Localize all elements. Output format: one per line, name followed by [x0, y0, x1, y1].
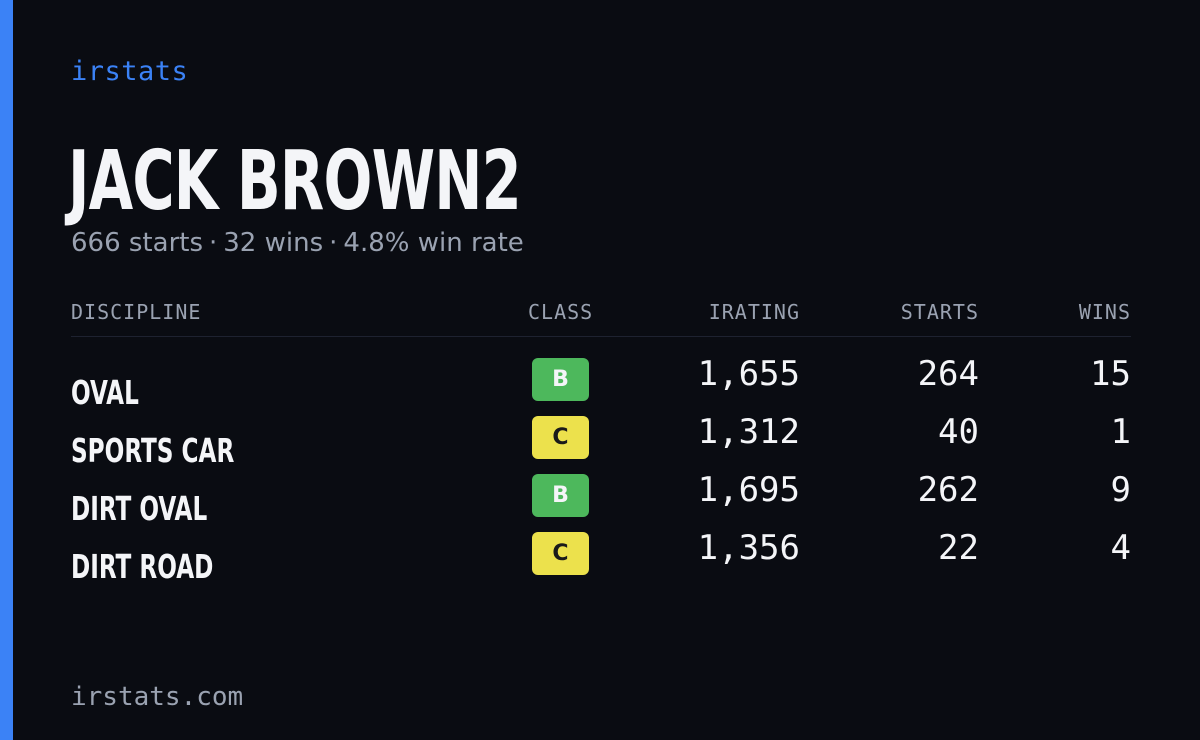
class-cell: C	[532, 411, 589, 469]
header-starts: STARTS	[900, 300, 979, 324]
class-badge: B	[532, 357, 589, 401]
table-row: DIRT ROAD C 1,356 22 4	[71, 527, 1131, 586]
discipline-name: OVAL	[71, 372, 139, 412]
table-row: SPORTS CAR C 1,312 40 1	[71, 411, 1131, 470]
wins-value: 15	[1090, 354, 1131, 394]
class-badge: C	[532, 415, 589, 459]
header-discipline: DISCIPLINE	[71, 300, 202, 324]
footer-url: irstats.com	[71, 682, 244, 712]
irating-value: 1,356	[697, 528, 800, 568]
table-body: OVAL B 1,655 264 15 SPORTS CAR C 1,312 4…	[71, 353, 1131, 586]
driver-name: JACK BROWN2	[68, 134, 522, 229]
summary-wins: 32 wins	[223, 228, 324, 258]
starts-value: 40	[938, 412, 979, 452]
discipline-table: DISCIPLINE CLASS IRATING STARTS WINS OVA…	[71, 296, 1131, 586]
wins-value: 1	[1110, 412, 1131, 452]
header-wins: WINS	[1078, 300, 1131, 324]
class-cell: C	[532, 527, 589, 585]
discipline-name: DIRT ROAD	[71, 546, 214, 586]
table-header: DISCIPLINE CLASS IRATING STARTS WINS	[71, 296, 1131, 337]
summary-starts: 666 starts	[71, 228, 203, 258]
header-irating: IRATING	[708, 300, 800, 324]
wins-value: 4	[1110, 528, 1131, 568]
starts-value: 264	[917, 354, 979, 394]
summary-win-rate: 4.8% win rate	[343, 228, 524, 258]
discipline-name: SPORTS CAR	[71, 430, 235, 470]
summary-separator: ·	[329, 228, 338, 258]
irating-value: 1,655	[697, 354, 800, 394]
starts-value: 262	[917, 470, 979, 510]
class-badge: C	[532, 531, 589, 575]
class-cell: B	[532, 469, 589, 527]
driver-summary: 666 starts · 32 wins · 4.8% win rate	[71, 228, 524, 258]
accent-bar	[0, 0, 13, 740]
irating-value: 1,312	[697, 412, 800, 452]
table-row: DIRT OVAL B 1,695 262 9	[71, 469, 1131, 528]
class-badge: B	[532, 473, 589, 517]
class-cell: B	[532, 353, 589, 411]
summary-separator: ·	[209, 228, 218, 258]
discipline-name: DIRT OVAL	[71, 488, 208, 528]
header-class: CLASS	[528, 300, 594, 324]
irating-value: 1,695	[697, 470, 800, 510]
table-row: OVAL B 1,655 264 15	[71, 353, 1131, 412]
wins-value: 9	[1110, 470, 1131, 510]
starts-value: 22	[938, 528, 979, 568]
brand-logo-text: irstats	[71, 56, 189, 87]
